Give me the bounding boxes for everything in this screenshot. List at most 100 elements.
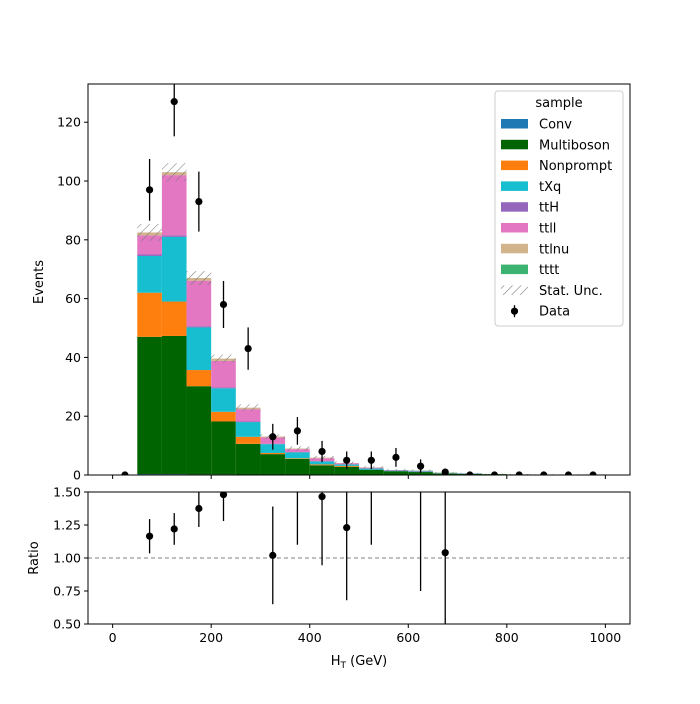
legend-label-data: Data — [539, 305, 570, 320]
legend-swatch-conv — [501, 119, 528, 129]
bar-nonprompt-8 — [310, 464, 335, 465]
legend-title: sample — [535, 96, 582, 111]
stat-unc-band-11 — [384, 469, 409, 471]
ratio-xtick-label-3: 600 — [396, 630, 420, 645]
data-point-9 — [343, 457, 350, 464]
legend-label-nonprompt: Nonprompt — [539, 159, 612, 174]
bar-txq-4 — [211, 388, 236, 412]
data-point-10 — [368, 457, 375, 464]
main-ytick-label-0: 0 — [73, 468, 81, 483]
ratio-axes-frame — [88, 492, 630, 624]
legend-swatch-multiboson — [501, 140, 528, 150]
data-point-6 — [269, 433, 276, 440]
ratio-ytick-label-3: 1.25 — [53, 518, 81, 533]
ratio-xtick-label-5: 1000 — [589, 630, 621, 645]
data-point-8 — [318, 448, 325, 455]
bar-tth-2 — [162, 235, 187, 236]
bar-tth-1 — [137, 255, 162, 256]
legend-label-tth: ttH — [539, 201, 559, 216]
ratio-point-7 — [343, 524, 350, 531]
bar-multiboson-2 — [162, 336, 187, 474]
main-ytick-label-5: 100 — [57, 174, 81, 189]
bar-nonprompt-4 — [211, 412, 236, 422]
ratio-point-10 — [442, 549, 449, 556]
x-axis-label: HT (GeV) — [331, 654, 388, 671]
bar-tth-3 — [187, 326, 212, 327]
data-point-1 — [146, 186, 153, 193]
legend-data-marker — [511, 308, 518, 315]
bar-txq-1 — [137, 256, 162, 293]
legend-swatch-stat-unc — [501, 285, 528, 295]
bar-multiboson-5 — [236, 444, 261, 475]
legend-swatch-tttt — [501, 265, 528, 275]
ratio-point-1 — [171, 525, 178, 532]
ratio-ytick-label-0: 0.50 — [53, 617, 81, 632]
bar-nonprompt-7 — [285, 458, 310, 459]
main-ytick-label-4: 80 — [65, 232, 81, 247]
legend-swatch-txq — [501, 181, 528, 191]
bar-nonprompt-1 — [137, 293, 162, 337]
legend: sample Conv Multiboson Nonprompt tXq ttH ttll t… — [495, 91, 623, 326]
data-point-11 — [392, 454, 399, 461]
main-y-axis-label: Events — [32, 260, 47, 304]
legend-label-txq: tXq — [539, 180, 561, 195]
data-point-7 — [294, 427, 301, 434]
ratio-point-0 — [146, 533, 153, 540]
bar-txq-5 — [236, 422, 261, 437]
legend-label-tttt: tttt — [539, 263, 559, 278]
main-ytick-label-3: 60 — [65, 291, 81, 306]
stat-unc-band-2 — [162, 163, 187, 181]
stat-unc-band-4 — [211, 355, 236, 363]
bar-txq-3 — [187, 327, 212, 370]
bar-tth-5 — [236, 421, 261, 422]
bar-multiboson-7 — [285, 459, 310, 475]
bar-multiboson-1 — [137, 337, 162, 474]
bar-multiboson-3 — [187, 386, 212, 474]
ratio-ytick-label-1: 0.75 — [53, 584, 81, 599]
data-point-3 — [195, 198, 202, 205]
ratio-xtick-label-4: 800 — [495, 630, 519, 645]
bar-nonprompt-5 — [236, 437, 261, 444]
legend-swatch-ttlnu — [501, 244, 528, 254]
data-point-12 — [417, 463, 424, 470]
legend-label-stat-unc: Stat. Unc. — [539, 284, 603, 299]
ratio-point-6 — [318, 493, 325, 500]
ratio-ytick-label-2: 1.00 — [53, 551, 81, 566]
bar-ttll-2 — [162, 175, 187, 235]
legend-label-multiboson: Multiboson — [539, 138, 610, 153]
bar-multiboson-6 — [260, 454, 285, 475]
stat-unc-band-7 — [285, 446, 310, 450]
bar-tth-4 — [211, 387, 236, 388]
bar-multiboson-8 — [310, 465, 335, 475]
legend-swatch-ttll — [501, 223, 528, 233]
legend-label-ttll: ttll — [539, 222, 556, 237]
bar-multiboson-4 — [211, 421, 236, 474]
bar-ttll-4 — [211, 361, 236, 387]
legend-label-ttlnu: ttlnu — [539, 242, 569, 257]
main-ytick-label-6: 120 — [57, 115, 81, 130]
ratio-point-8 — [368, 436, 375, 443]
ratio-point-2 — [195, 505, 202, 512]
bar-nonprompt-6 — [260, 453, 285, 454]
stat-unc-band-3 — [187, 271, 212, 285]
stat-unc-band-1 — [137, 224, 162, 241]
bar-txq-2 — [162, 237, 187, 302]
main-ytick-label-2: 40 — [65, 350, 81, 365]
ratio-point-5 — [294, 475, 301, 482]
legend-label-conv: Conv — [539, 118, 572, 133]
ratio-point-4 — [269, 552, 276, 559]
ratio-ytick-label-4: 1.50 — [53, 485, 81, 500]
legend-swatch-nonprompt — [501, 161, 528, 171]
bar-multiboson-11 — [384, 471, 409, 475]
data-point-2 — [171, 98, 178, 105]
data-point-4 — [220, 301, 227, 308]
stat-unc-band-5 — [236, 404, 261, 411]
main-ytick-label-1: 20 — [65, 409, 81, 424]
data-point-5 — [245, 345, 252, 352]
legend-swatch-tth — [501, 202, 528, 212]
bar-ttll-3 — [187, 281, 212, 327]
ratio-xtick-label-0: 0 — [109, 630, 117, 645]
bar-nonprompt-2 — [162, 302, 187, 336]
